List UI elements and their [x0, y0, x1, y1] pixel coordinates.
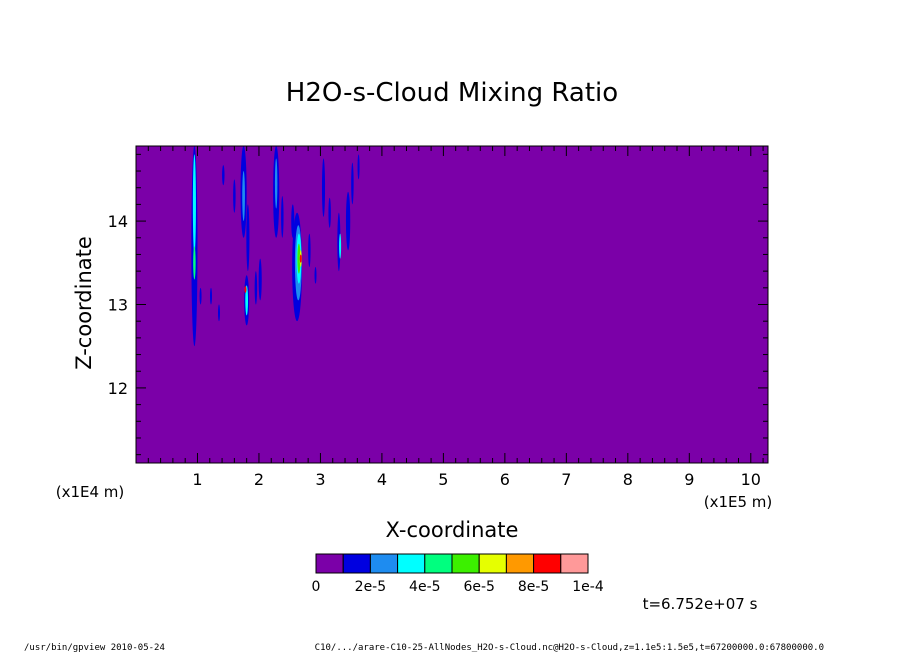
colorbar-swatch-0	[315, 553, 344, 574]
cloud-cell-32	[345, 191, 351, 251]
colorbar-swatch-2	[369, 553, 399, 574]
x-tick-label-3: 4	[377, 470, 387, 489]
colorbar-label-2: 4e-5	[409, 579, 440, 595]
x-tick-label-9: 10	[741, 470, 761, 489]
y-scale-label: (x1E4 m)	[56, 483, 125, 501]
cloud-cell-17	[274, 158, 278, 209]
colorbar	[315, 553, 589, 574]
colorbar-label-3: 6e-5	[463, 579, 494, 595]
x-axis-label: X-coordinate	[386, 518, 519, 542]
cloud-cell-1	[192, 154, 196, 255]
colorbar-swatch-6	[478, 553, 507, 574]
cloud-cell-5	[217, 304, 220, 322]
cloud-cell-31	[339, 233, 342, 259]
colorbar-swatch-3	[397, 553, 426, 574]
cloud-cell-4	[210, 287, 213, 305]
y-axis-ticks: 12 13 14	[108, 153, 768, 456]
colorbar-swatch-1	[342, 553, 371, 574]
cloud-cell-13	[244, 286, 247, 293]
cloud-cell-25	[291, 204, 295, 238]
y-tick-label-1: 13	[108, 296, 128, 315]
cloud-cell-27	[314, 266, 317, 284]
footer-program: /usr/bin/gpview 2010-05-24	[24, 643, 165, 653]
x-tick-label-8: 9	[684, 470, 694, 489]
cloud-cell-6	[222, 165, 225, 186]
x-tick-label-4: 5	[438, 470, 448, 489]
colorbar-label-0: 0	[312, 579, 321, 595]
cloud-cell-34	[357, 154, 360, 180]
colorbar-swatch-7	[505, 553, 535, 574]
x-axis-ticks: 1 2 3 4 5 6 7 8 9 10	[147, 146, 764, 489]
chart-title: H2O-s-Cloud Mixing Ratio	[286, 78, 618, 108]
cloud-cell-26	[308, 233, 311, 267]
colorbar-swatch-9	[560, 553, 589, 574]
x-tick-label-0: 1	[192, 470, 202, 489]
cloud-cell-29	[328, 197, 331, 228]
x-tick-label-2: 3	[315, 470, 325, 489]
colorbar-label-4: 8e-5	[518, 579, 549, 595]
cloud-cell-2	[193, 246, 196, 280]
cloud-cell-22	[297, 243, 301, 274]
x-tick-label-6: 7	[561, 470, 571, 489]
colorbar-swatch-8	[533, 553, 562, 574]
cloud-cell-15	[258, 258, 262, 301]
y-tick-label-0: 12	[108, 379, 128, 398]
x-tick-label-7: 8	[623, 470, 633, 489]
cloud-features	[191, 146, 360, 347]
cloud-cell-28	[321, 158, 326, 217]
cloud-cell-14	[254, 271, 258, 305]
heatmap-background	[136, 146, 768, 463]
cloud-cell-12	[245, 285, 249, 316]
time-label: t=6.752e+07 s	[643, 595, 758, 613]
colorbar-label-5: 1e-4	[572, 579, 604, 595]
cloud-cell-7	[233, 179, 236, 213]
colorbar-swatch-4	[424, 553, 453, 574]
y-tick-label-2: 14	[108, 212, 128, 231]
colorbar-label-1: 2e-5	[355, 579, 386, 595]
footer-source: C10/.../arare-C10-25-AllNodes_H2O-s-Clou…	[314, 643, 824, 653]
x-tick-label-5: 6	[500, 470, 510, 489]
colorbar-labels: 0 2e-5 4e-5 6e-5 8e-5 1e-4	[312, 579, 604, 595]
cloud-cell-3	[199, 287, 202, 305]
cloud-cell-18	[281, 196, 284, 238]
y-axis-label: Z-coordinate	[72, 236, 96, 370]
colorbar-swatch-5	[451, 553, 480, 574]
cloud-cell-10	[246, 204, 250, 272]
cloud-cell-24	[299, 254, 302, 263]
cloud-cell-33	[351, 162, 354, 205]
x-tick-label-1: 2	[254, 470, 264, 489]
cloud-cell-9	[242, 171, 245, 222]
x-scale-label: (x1E5 m)	[704, 493, 773, 511]
